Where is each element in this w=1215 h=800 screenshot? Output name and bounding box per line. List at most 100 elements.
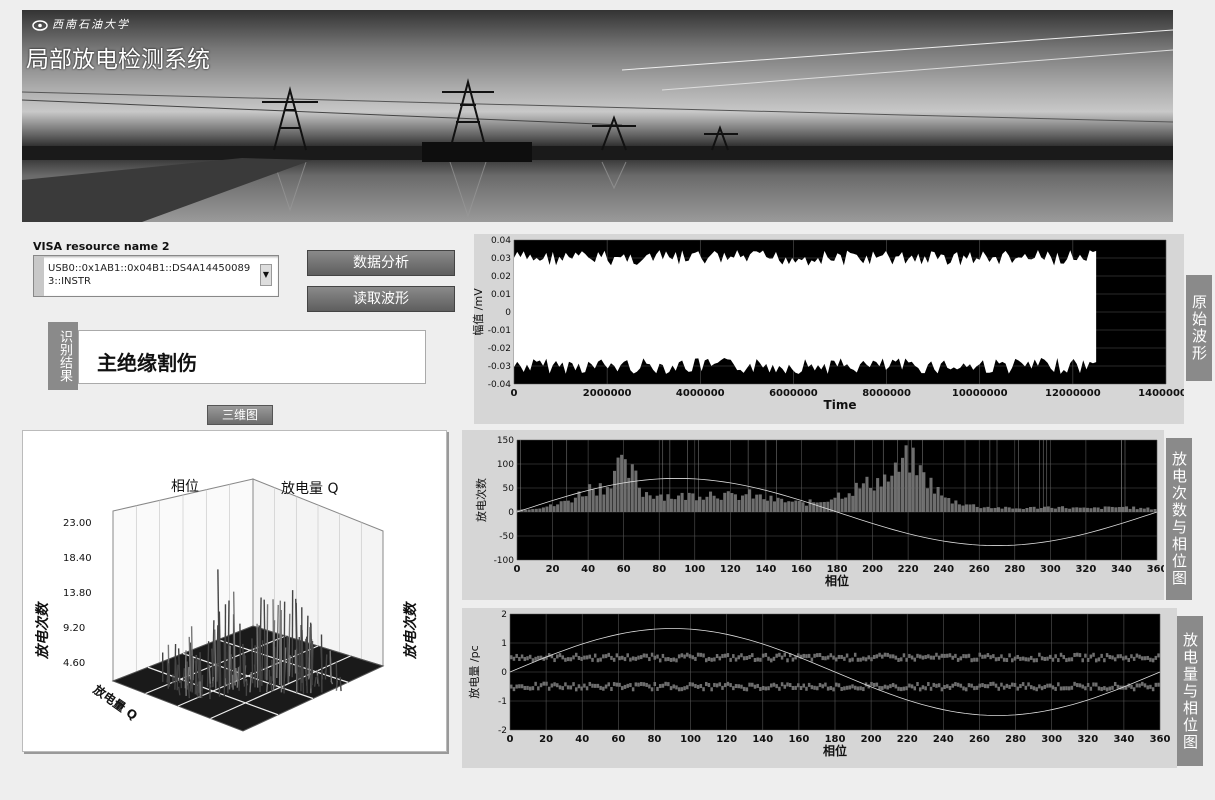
dropdown-arrow-icon[interactable]: ▼ — [260, 264, 272, 286]
count-bar — [698, 496, 702, 512]
negative-discharge-point — [561, 686, 564, 691]
university-logo-icon — [32, 19, 48, 31]
density-spike — [176, 664, 179, 691]
count-bar — [893, 462, 897, 512]
y-tick-label: -1 — [498, 697, 507, 707]
negative-discharge-point — [870, 681, 873, 686]
positive-discharge-point — [856, 657, 860, 662]
x-tick-label: 220 — [898, 564, 919, 575]
x-tick-label: 2000000 — [583, 388, 632, 399]
count-bar — [826, 501, 830, 512]
positive-discharge-point — [859, 657, 862, 662]
positive-discharge-point — [1046, 656, 1049, 661]
analyze-data-button[interactable]: 数据分析 — [307, 250, 455, 276]
tab-phase-count[interactable]: 放电次数与相位图 — [1166, 438, 1192, 600]
y-tick-label: 0.01 — [491, 290, 511, 300]
z-tick-label: 9.20 — [63, 623, 85, 634]
positive-discharge-point — [740, 653, 743, 658]
density-spike — [201, 674, 204, 699]
positive-discharge-point — [756, 657, 759, 662]
positive-discharge-point — [981, 654, 984, 659]
visa-resource-select[interactable]: USB0::0x1AB1::0x04B1::DS4A144500893::INS… — [33, 255, 279, 297]
positive-discharge-point — [862, 656, 865, 661]
positive-discharge-point — [994, 657, 998, 662]
count-bar — [993, 507, 997, 512]
negative-discharge-point — [1092, 682, 1095, 687]
positive-discharge-point — [989, 655, 992, 660]
positive-discharge-point — [566, 657, 570, 662]
positive-discharge-point — [694, 656, 697, 661]
positive-discharge-point — [564, 657, 567, 662]
negative-discharge-point — [1048, 683, 1052, 688]
count-bar — [719, 499, 723, 512]
positive-discharge-point — [691, 655, 694, 660]
negative-discharge-point — [807, 682, 811, 687]
negative-discharge-point — [900, 687, 903, 692]
positive-discharge-point — [699, 652, 703, 657]
positive-discharge-point — [908, 653, 911, 658]
negative-discharge-point — [770, 683, 773, 688]
positive-discharge-point — [534, 656, 537, 661]
positive-discharge-point — [816, 653, 819, 658]
negative-discharge-point — [992, 681, 995, 686]
count-bar — [872, 490, 876, 512]
negative-discharge-point — [542, 681, 545, 686]
count-bar — [1085, 507, 1089, 512]
result-label: 识别结果 — [48, 322, 78, 390]
positive-discharge-point — [1119, 654, 1122, 659]
view-3d-button[interactable]: 三维图 — [207, 405, 273, 425]
negative-discharge-point — [886, 685, 889, 690]
positive-discharge-point — [837, 654, 841, 659]
negative-discharge-point — [661, 683, 665, 688]
positive-discharge-point — [997, 656, 1000, 661]
negative-discharge-point — [908, 683, 911, 688]
positive-discharge-point — [705, 658, 708, 663]
positive-discharge-point — [1143, 656, 1147, 661]
negative-discharge-point — [1019, 684, 1022, 689]
y-tick-label: 1 — [501, 639, 507, 649]
positive-discharge-point — [1146, 655, 1149, 660]
negative-discharge-point — [637, 682, 640, 687]
positive-discharge-point — [634, 656, 638, 661]
positive-discharge-point — [1095, 658, 1098, 663]
positive-discharge-point — [791, 657, 795, 662]
count-bar — [1153, 509, 1157, 512]
negative-discharge-point — [862, 687, 865, 692]
count-bar — [595, 495, 599, 512]
positive-discharge-point — [715, 654, 719, 659]
negative-discharge-point — [1089, 686, 1093, 691]
y-axis-label: 放电量 /pc — [467, 645, 481, 698]
count-bar — [748, 489, 752, 512]
positive-discharge-point — [889, 654, 892, 659]
phase-axis-label: 相位 — [171, 479, 199, 495]
count-bar — [694, 500, 698, 512]
positive-discharge-point — [829, 653, 833, 658]
positive-discharge-point — [526, 656, 529, 661]
negative-discharge-point — [810, 685, 814, 690]
count-bar — [662, 500, 666, 512]
negative-discharge-point — [981, 683, 984, 688]
negative-discharge-point — [732, 686, 735, 691]
density-spike — [227, 600, 230, 694]
negative-discharge-point — [1011, 682, 1014, 687]
negative-discharge-point — [940, 687, 944, 692]
read-waveform-button[interactable]: 读取波形 — [307, 286, 455, 312]
negative-discharge-point — [1146, 685, 1149, 690]
positive-discharge-point — [967, 653, 971, 658]
negative-discharge-point — [994, 683, 998, 688]
negative-discharge-point — [924, 686, 927, 691]
count-bar — [886, 481, 890, 512]
density-spike — [266, 683, 269, 693]
tab-phase-charge[interactable]: 放电量与相位图 — [1177, 616, 1203, 766]
positive-discharge-point — [683, 654, 686, 659]
tab-raw-waveform[interactable]: 原始波形 — [1186, 275, 1212, 381]
x-tick-label: 300 — [1041, 734, 1062, 745]
count-bar — [669, 498, 673, 512]
positive-discharge-point — [1078, 653, 1082, 658]
negative-discharge-point — [718, 682, 722, 687]
negative-discharge-point — [894, 684, 898, 689]
positive-discharge-point — [653, 655, 657, 660]
y-tick-label: 0.03 — [491, 254, 511, 264]
negative-discharge-point — [910, 684, 914, 689]
negative-discharge-point — [1149, 684, 1152, 689]
